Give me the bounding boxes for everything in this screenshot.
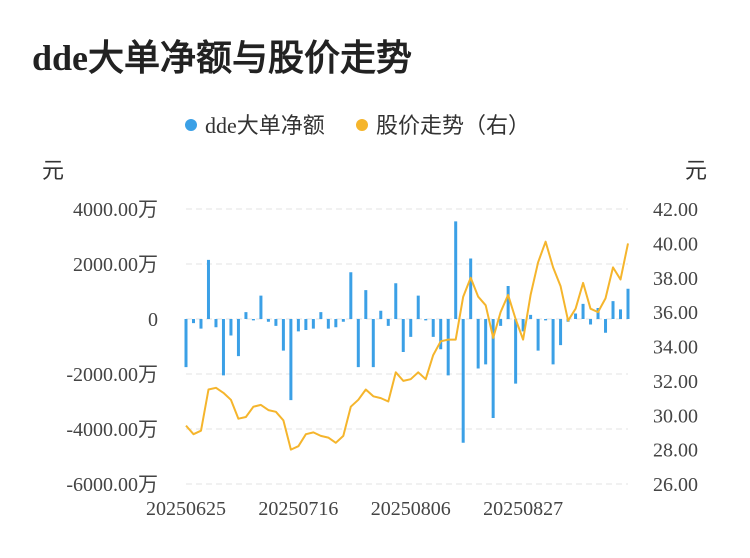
- dde-bar: [544, 319, 548, 321]
- dde-bar: [311, 319, 315, 329]
- dde-bar: [281, 319, 285, 351]
- legend-price-marker: [356, 119, 368, 131]
- y-left-tick-label: -2000.00万: [66, 364, 158, 386]
- dde-bar: [334, 319, 338, 328]
- dde-bar: [214, 319, 218, 328]
- dde-bar: [409, 319, 413, 337]
- dde-bar: [514, 319, 518, 384]
- dde-bar: [439, 319, 443, 350]
- dde-bar: [574, 313, 578, 319]
- y-right-tick-label: 30.00: [653, 405, 698, 427]
- dde-bar: [386, 319, 390, 326]
- dde-bar: [251, 319, 255, 321]
- dde-bar: [266, 319, 270, 322]
- dde-bar: [341, 319, 345, 322]
- dde-bar: [259, 295, 263, 319]
- dde-bar: [446, 319, 450, 376]
- dde-bar: [476, 319, 480, 369]
- dde-bar: [506, 286, 510, 319]
- y-right-tick-label: 34.00: [653, 337, 698, 359]
- dde-bar: [199, 319, 203, 329]
- x-tick-label: 20250625: [146, 498, 226, 520]
- dde-bar: [529, 314, 533, 319]
- dde-bar: [581, 303, 585, 319]
- dde-bars: [184, 221, 630, 443]
- dde-bar: [379, 310, 383, 319]
- dde-bar: [401, 319, 405, 352]
- dde-bar: [304, 319, 308, 330]
- y-right-tick-label: 36.00: [653, 302, 698, 324]
- dde-bar: [484, 319, 488, 365]
- dde-bar: [364, 290, 368, 319]
- dde-bar: [229, 319, 233, 336]
- dde-bar: [499, 319, 503, 326]
- dde-bar: [184, 319, 188, 368]
- dde-bar: [424, 319, 428, 321]
- dde-bar: [619, 309, 623, 319]
- dde-bar: [521, 319, 525, 332]
- dde-bar: [349, 272, 353, 319]
- grid: [186, 208, 628, 485]
- chart-title: dde大单净额与股价走势: [32, 38, 412, 78]
- dde-bar: [371, 319, 375, 368]
- legend-price-label: 股价走势（右）: [376, 113, 530, 138]
- legend: dde大单净额 股价走势（右）: [185, 113, 530, 138]
- y-left-tick-label: -6000.00万: [66, 474, 158, 496]
- dde-bar: [461, 319, 465, 443]
- dde-bar: [289, 319, 293, 401]
- dde-bar: [611, 301, 615, 319]
- y-right-tick-label: 32.00: [653, 371, 698, 393]
- dde-bar: [394, 283, 398, 319]
- dde-bar: [244, 312, 248, 319]
- dde-bar: [319, 312, 323, 319]
- dde-bar: [274, 319, 278, 326]
- y-left-tick-label: 2000.00万: [73, 254, 158, 276]
- y-right-tick-label: 42.00: [653, 199, 698, 221]
- y-right-tick-label: 26.00: [653, 474, 698, 496]
- x-tick-label: 20250716: [258, 498, 338, 520]
- dde-bar: [589, 319, 593, 325]
- dde-bar: [469, 258, 473, 319]
- y-left-tick-label: 0: [148, 309, 158, 331]
- dde-bar: [431, 319, 435, 337]
- dde-bar: [596, 308, 600, 319]
- dde-bar: [454, 221, 458, 319]
- dde-bar: [551, 319, 555, 365]
- dde-bar: [604, 319, 608, 333]
- dde-bar: [626, 288, 630, 319]
- dde-bar: [416, 295, 420, 319]
- dde-bar: [191, 319, 195, 324]
- dde-bar: [206, 259, 210, 319]
- price-line-group: [185, 240, 629, 451]
- legend-dde-marker: [185, 119, 197, 131]
- dde-bar: [296, 319, 300, 332]
- y-right-tick-label: 40.00: [653, 233, 698, 255]
- y-right-tick-label: 38.00: [653, 268, 698, 290]
- y-right-tick-label: 28.00: [653, 440, 698, 462]
- y-left-tick-label: 4000.00万: [73, 199, 158, 221]
- legend-dde-label: dde大单净额: [205, 113, 325, 138]
- y-right-axis: 42.00 40.00 38.00 36.00 34.00 32.00 30.00 28.00…: [653, 199, 698, 496]
- dde-bar: [221, 319, 225, 376]
- dde-bar: [356, 319, 360, 368]
- y-left-unit: 元: [42, 158, 64, 183]
- dde-bar: [536, 319, 540, 351]
- x-tick-label: 20250806: [371, 498, 451, 520]
- x-axis: 20250625 20250716 20250806 20250827: [146, 498, 563, 520]
- y-right-unit: 元: [685, 158, 707, 183]
- dde-bar: [236, 319, 240, 357]
- x-tick-label: 20250827: [483, 498, 563, 520]
- dde-bar: [491, 319, 495, 418]
- price-line: [185, 240, 629, 451]
- dde-bar: [326, 319, 330, 329]
- y-left-axis: 4000.00万 2000.00万 0 -2000.00万 -4000.00万 -6000…: [66, 199, 158, 496]
- dde-bar: [559, 319, 563, 346]
- y-left-tick-label: -4000.00万: [66, 419, 158, 441]
